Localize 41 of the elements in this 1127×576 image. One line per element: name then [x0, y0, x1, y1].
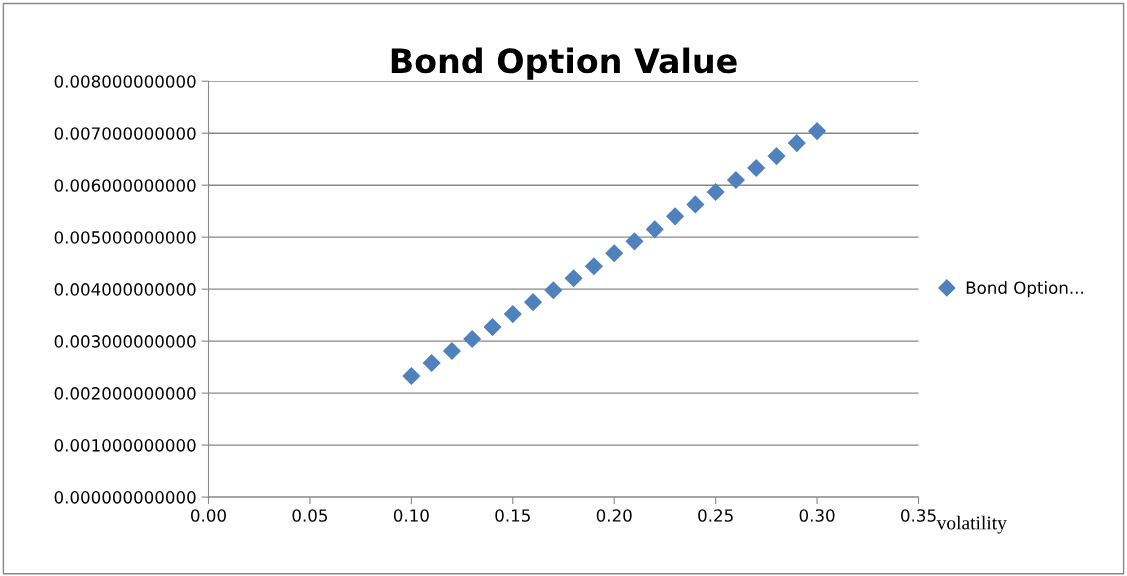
x-tick-label: 0.20 [596, 509, 632, 522]
point [645, 220, 664, 239]
point [666, 207, 685, 226]
y-tick-label: 0.007000000000 [54, 127, 196, 140]
chart-title: Bond Option Value [391, 47, 737, 80]
y-tick-label: 0.006000000000 [54, 179, 196, 192]
x-tick-label: 0.25 [698, 509, 733, 522]
point [503, 305, 522, 324]
point [483, 318, 502, 337]
y-tick-label: 0.000000000000 [54, 491, 196, 504]
legend-label: Bond Option... [966, 281, 1083, 298]
x-tick-label: 0.15 [495, 509, 530, 522]
point [625, 232, 644, 251]
y-tick-label: 0.004000000000 [54, 283, 196, 296]
x-tick-label: 0.10 [393, 509, 429, 522]
point [726, 170, 745, 190]
point [605, 244, 624, 263]
y-tick-label: 0.005000000000 [54, 231, 196, 244]
x-tick-label: 0.35 [901, 509, 936, 522]
point [402, 366, 421, 386]
x-tick-label: 0.30 [799, 509, 835, 522]
point [463, 330, 482, 349]
point [544, 281, 563, 300]
point [564, 269, 583, 288]
point [767, 147, 786, 166]
point [442, 341, 461, 361]
point [422, 353, 441, 373]
y-tick-label: 0.001000000000 [54, 439, 196, 452]
point [808, 122, 827, 141]
y-tick-label: 0.002000000000 [54, 387, 196, 400]
point [584, 257, 603, 276]
point [686, 195, 705, 214]
x-tick-label: 0.00 [191, 509, 226, 522]
y-tick-label: 0.008000000000 [54, 75, 196, 88]
point [747, 158, 766, 178]
point [524, 293, 543, 312]
y-tick-label: 0.003000000000 [54, 335, 196, 348]
point [706, 182, 725, 201]
point [787, 134, 806, 153]
x-axis-title: volatility [936, 515, 1007, 534]
x-tick-label: 0.05 [292, 509, 328, 522]
